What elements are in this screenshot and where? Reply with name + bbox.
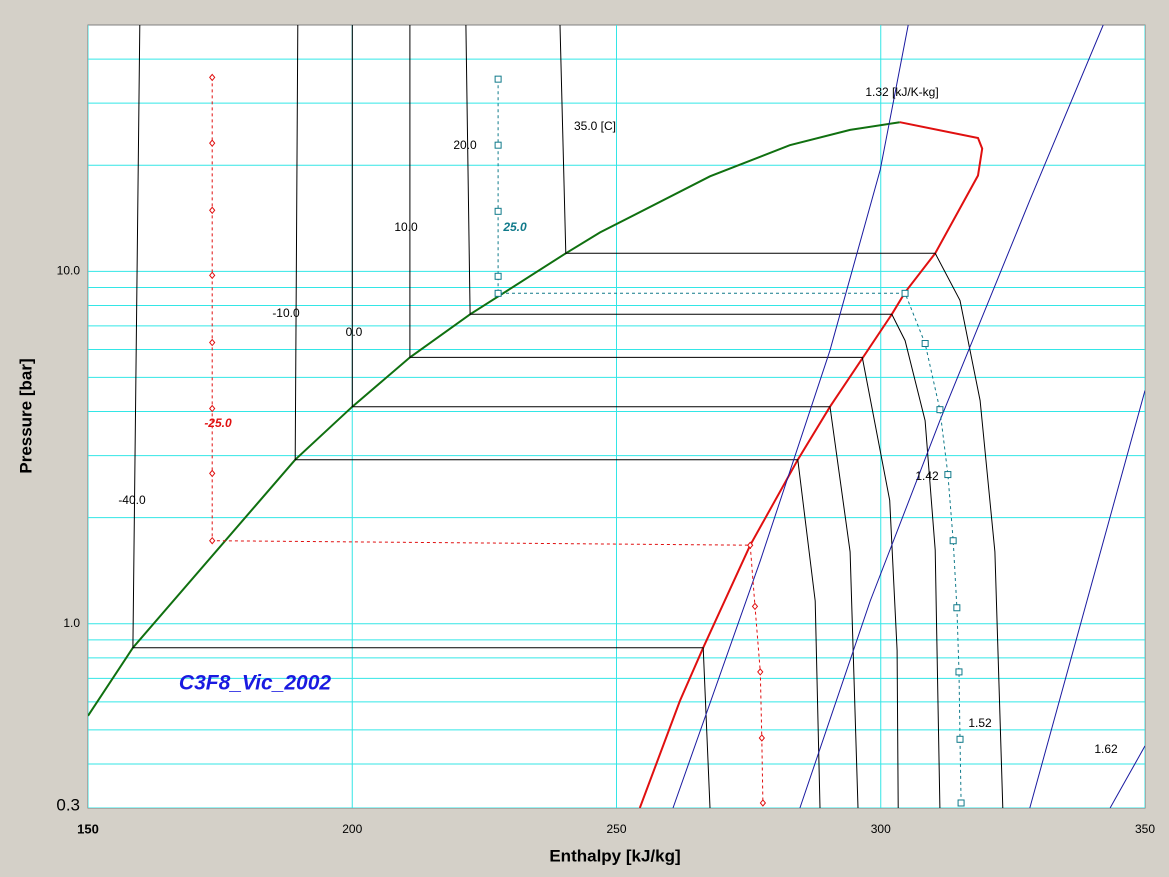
curve [1029,390,1145,808]
curve [638,121,984,808]
curve [88,121,900,717]
curve-label: 1.62 [1094,742,1118,756]
curve [559,25,1004,808]
curve-label: 1.52 [968,716,992,730]
curve-label: 20.0 [453,138,477,152]
point-marker [209,338,216,347]
point-marker [758,734,765,742]
curve-label: -10.0 [272,306,300,320]
point-marker [956,735,964,743]
curve-label: 35.0 [C] [574,119,616,133]
curve-label: 0.0 [346,325,363,339]
x-tick-label: 200 [342,822,362,836]
point-marker [957,799,965,807]
point-marker [901,289,909,297]
x-tick-label: 150 [77,821,99,836]
point-marker [759,799,767,807]
point-marker [209,271,216,280]
point-marker [494,272,502,280]
curve [672,25,909,808]
curve-label: 1.32 [kJ/K-kg] [865,85,938,99]
curve [497,79,962,804]
curve-label: 25.0 [502,220,527,234]
point-marker [209,206,216,215]
x-tick-label: 250 [606,822,626,836]
curve [799,25,1104,808]
point-marker [955,668,963,676]
curve [132,25,711,808]
x-tick-label: 350 [1135,822,1155,836]
point-marker [936,406,944,414]
curve-label: 1.42 [915,469,939,483]
curve [351,25,859,808]
y-tick-label: 10.0 [57,263,81,277]
x-tick-label: 300 [871,822,891,836]
y-axis-title: Pressure [bar] [16,358,35,473]
point-marker [757,668,764,676]
point-marker [209,139,216,147]
point-marker [494,289,502,297]
curve-label: 10.0 [394,220,418,234]
y-tick-label: 1.0 [63,616,80,630]
curve [409,25,899,808]
point-marker [209,536,216,545]
point-marker [953,604,961,612]
curve-label: -25.0 [204,416,232,430]
plot-layer [88,25,1145,808]
curve-label: -40.0 [118,493,146,507]
curve [294,25,821,808]
point-marker [209,469,216,478]
point-marker [949,537,957,545]
curve [1109,745,1145,808]
point-marker [494,75,502,83]
point-marker [494,207,502,215]
point-marker [944,471,952,479]
point-marker [209,73,216,82]
y-tick-label: 0.3 [56,795,80,814]
point-marker [209,404,216,413]
x-axis-title: Enthalpy [kJ/kg] [549,846,680,865]
point-marker [751,602,759,611]
point-marker [921,340,929,348]
point-marker [494,141,502,149]
point-marker [747,541,754,550]
fluid-annotation: C3F8_Vic_2002 [179,672,331,695]
curve [465,25,941,808]
